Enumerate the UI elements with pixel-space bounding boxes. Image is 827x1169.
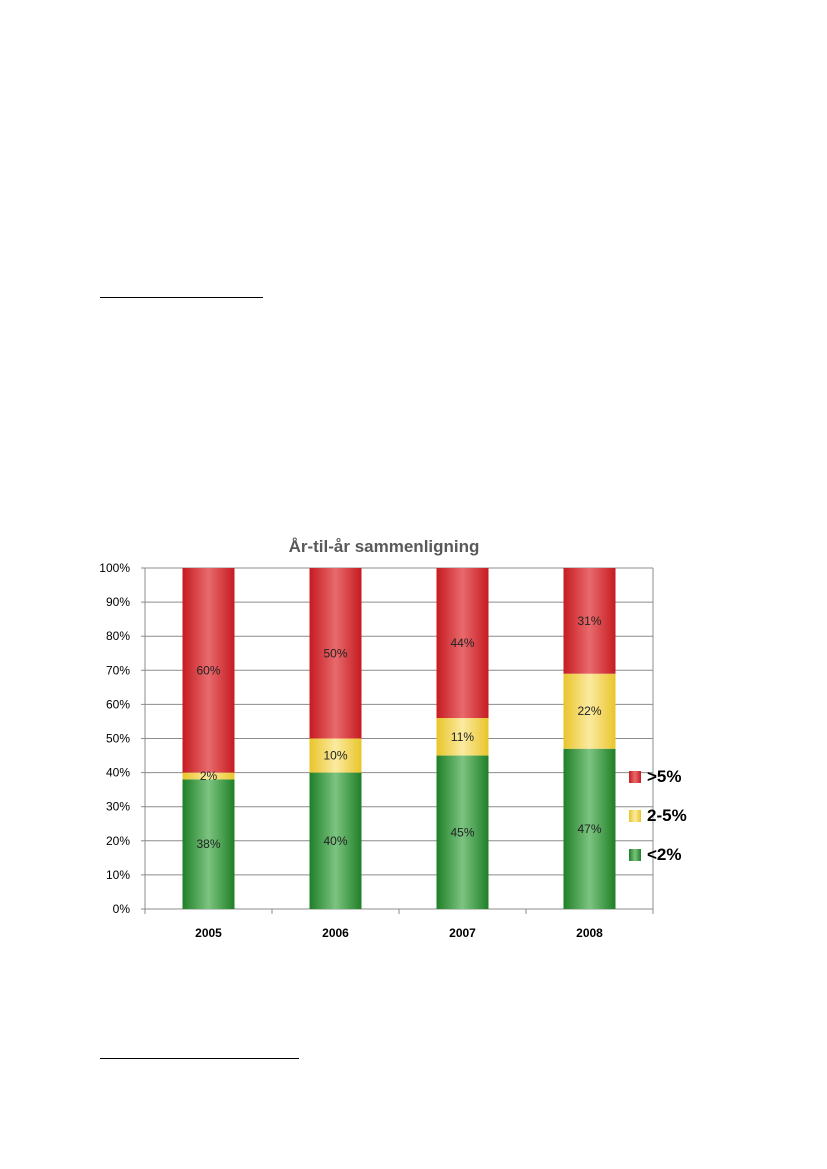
y-tick-label: 0% [113, 902, 131, 916]
data-label: 60% [196, 663, 220, 677]
bar-segment-over-5 [563, 568, 616, 674]
bar-segment-under-2 [309, 772, 362, 909]
y-tick-label: 90% [106, 595, 130, 609]
data-label: 22% [577, 704, 601, 718]
y-tick-label: 10% [106, 868, 130, 882]
stacked-bar-chart: År-til-år sammenligning 0% 10% 20% 30% 40% 50… [99, 537, 687, 940]
axes: 0% 10% 20% 30% 40% 50% 60% 70% 80% 90% 100% 2005 200… [99, 561, 654, 940]
x-tick-label: 2006 [322, 926, 349, 940]
bar-segment-over-5 [436, 568, 489, 719]
y-tick-label: 80% [106, 629, 130, 643]
legend: >5% 2-5% <2% [629, 767, 687, 864]
y-tick-label: 20% [106, 834, 130, 848]
y-tick-label: 40% [106, 766, 130, 780]
legend-label: >5% [647, 767, 682, 786]
bar-segment-2-to-5 [563, 673, 616, 749]
legend-swatch [629, 810, 641, 822]
data-label: 50% [323, 646, 347, 660]
x-tick-label: 2007 [449, 926, 476, 940]
x-tick-label: 2008 [576, 926, 603, 940]
x-tick-label: 2005 [195, 926, 222, 940]
data-label: 11% [451, 730, 474, 744]
y-tick-label: 60% [106, 697, 130, 711]
bar-segment-2-to-5 [436, 718, 489, 756]
legend-label: 2-5% [647, 806, 687, 825]
bar-segment-over-5 [309, 568, 362, 739]
y-tick-label: 70% [106, 663, 130, 677]
bar-segment-2-to-5 [182, 772, 235, 780]
footnote-rule-top [100, 297, 263, 298]
y-tick-label: 30% [106, 800, 130, 814]
data-labels: 38% 2% 60% 40% 10% 50% 45% 11% 44% 47% 22% 31% [196, 614, 601, 851]
data-label: 40% [323, 834, 347, 848]
data-label: 38% [196, 837, 220, 851]
data-label: 47% [577, 822, 601, 836]
bar-segment-over-5 [182, 568, 235, 773]
y-tick-label: 50% [106, 732, 130, 746]
legend-swatch [629, 849, 641, 861]
bars [182, 568, 616, 909]
data-label: 44% [450, 636, 474, 650]
bar-segment-2-to-5 [309, 738, 362, 773]
bar-segment-under-2 [563, 748, 616, 909]
legend-swatch [629, 771, 641, 783]
data-label: 2% [200, 769, 218, 783]
y-tick-label: 100% [99, 561, 130, 575]
bar-segment-under-2 [436, 755, 489, 909]
bar-segment-under-2 [182, 779, 235, 909]
data-label: 45% [450, 825, 474, 839]
chart-title: År-til-år sammenligning [289, 537, 480, 556]
footnote-rule-bottom [100, 1058, 299, 1059]
data-label: 31% [577, 614, 601, 628]
legend-label: <2% [647, 845, 682, 864]
data-label: 10% [323, 749, 347, 763]
